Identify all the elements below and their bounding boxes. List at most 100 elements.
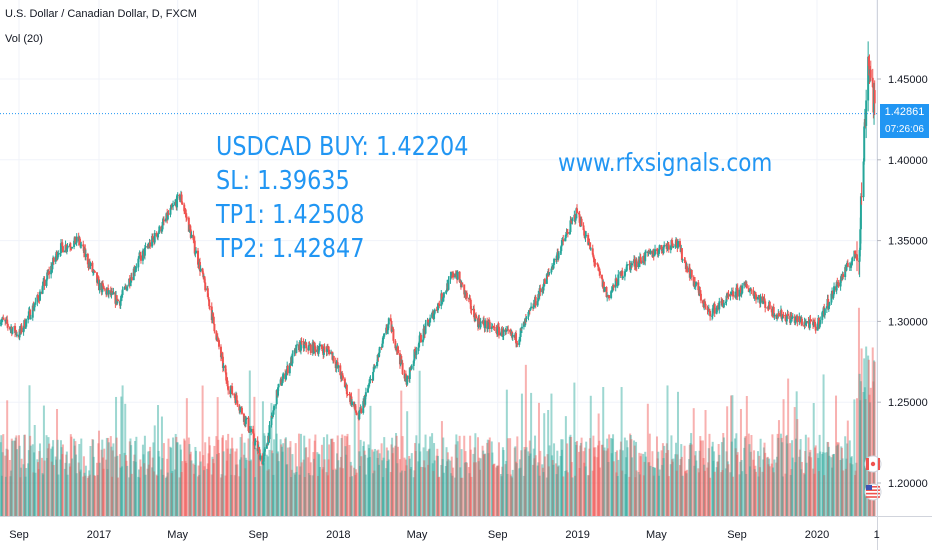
- candle-body: [621, 270, 624, 279]
- time-tick-label: 2020: [805, 529, 829, 541]
- volume-bar: [9, 476, 12, 516]
- volume-bar: [534, 435, 537, 516]
- candle-body: [236, 400, 239, 406]
- volume-bar: [52, 440, 55, 516]
- volume-bar: [579, 445, 582, 516]
- volume-bar: [436, 448, 439, 516]
- volume-bar: [675, 470, 678, 516]
- volume-bar: [747, 433, 750, 516]
- volume-bar: [486, 439, 489, 516]
- candle-body: [647, 250, 650, 254]
- candle-body: [195, 250, 198, 254]
- volume-bar: [180, 472, 183, 516]
- candle-body: [643, 261, 646, 263]
- candle-body: [704, 303, 707, 308]
- volume-bar: [674, 454, 677, 516]
- us-flag-stripe: [866, 489, 880, 491]
- volume-bar: [688, 444, 691, 516]
- candle-body: [376, 354, 379, 363]
- volume-bar: [285, 464, 288, 516]
- candle-body: [263, 448, 266, 452]
- volume-bar: [570, 436, 573, 516]
- candle-body: [519, 328, 522, 337]
- volume-bar: [217, 452, 220, 516]
- volume-bar: [221, 435, 224, 516]
- volume-bar: [31, 444, 34, 516]
- volume-bar: [640, 453, 643, 516]
- candle-body: [486, 320, 489, 329]
- volume-bar: [70, 436, 73, 516]
- volume-bar: [151, 467, 154, 516]
- volume-bar: [50, 461, 53, 516]
- volume-bar: [410, 453, 413, 516]
- volume-bar: [715, 467, 718, 516]
- candle-body: [589, 242, 592, 249]
- candle-body: [37, 297, 40, 301]
- volume-bar: [254, 448, 257, 516]
- volume-bar: [635, 441, 638, 516]
- volume-bar: [4, 455, 7, 516]
- candle-body: [18, 328, 21, 338]
- candle-body: [438, 304, 441, 306]
- candle-body: [564, 238, 567, 242]
- volume-bar: [395, 435, 398, 516]
- candle-body: [666, 243, 669, 249]
- candle-body: [46, 272, 49, 280]
- volume-bar: [827, 446, 830, 516]
- volume-bar: [474, 433, 477, 516]
- volume-bar: [711, 441, 714, 516]
- candle-body: [478, 318, 481, 325]
- volume-bar: [473, 462, 476, 516]
- candle-body: [738, 289, 741, 297]
- candle-body: [800, 318, 803, 326]
- volume-bar: [423, 467, 426, 516]
- candle-body: [410, 368, 413, 370]
- volume-bar: [128, 441, 131, 516]
- volume-bar: [414, 451, 417, 516]
- volume-bar: [596, 445, 599, 516]
- volume-bar: [492, 465, 495, 516]
- candle-body: [644, 251, 647, 253]
- candle-body: [161, 221, 164, 230]
- volume-bar: [101, 439, 104, 516]
- volume-bar: [476, 437, 479, 516]
- volume-bar: [477, 461, 480, 516]
- candle-body: [552, 264, 555, 269]
- volume-bar: [309, 475, 312, 516]
- volume-bar: [438, 476, 441, 516]
- volume-bar: [390, 444, 393, 516]
- candle-body: [656, 249, 659, 251]
- volume-bar: [749, 466, 752, 516]
- volume-bar: [543, 413, 546, 516]
- volume-bar: [534, 455, 537, 516]
- candle-body: [594, 263, 597, 265]
- volume-bar: [238, 459, 241, 516]
- volume-bar: [250, 459, 253, 516]
- volume-bar: [785, 436, 788, 516]
- volume-bar: [376, 450, 379, 516]
- volume-bar: [210, 474, 213, 516]
- volume-bar: [10, 438, 13, 516]
- volume-bar: [781, 442, 784, 516]
- volume-bar: [684, 471, 687, 516]
- candle-body: [697, 282, 700, 291]
- volume-bar: [372, 473, 375, 516]
- volume-bar: [59, 459, 62, 516]
- volume-bar: [754, 465, 757, 516]
- volume-bar: [758, 467, 761, 516]
- candle-body: [293, 350, 296, 354]
- volume-bar: [222, 451, 225, 516]
- volume-bar: [840, 447, 843, 516]
- candle-body: [614, 278, 617, 288]
- volume-bar: [11, 440, 14, 516]
- volume-bar: [734, 448, 737, 516]
- candle-body: [149, 242, 152, 247]
- candle-body: [524, 318, 527, 326]
- volume-bar: [78, 471, 81, 516]
- volume-bar: [100, 449, 103, 516]
- volume-bar: [749, 451, 752, 516]
- volume-bar: [316, 452, 319, 516]
- volume-bar: [670, 435, 673, 516]
- volume-bar: [20, 458, 23, 516]
